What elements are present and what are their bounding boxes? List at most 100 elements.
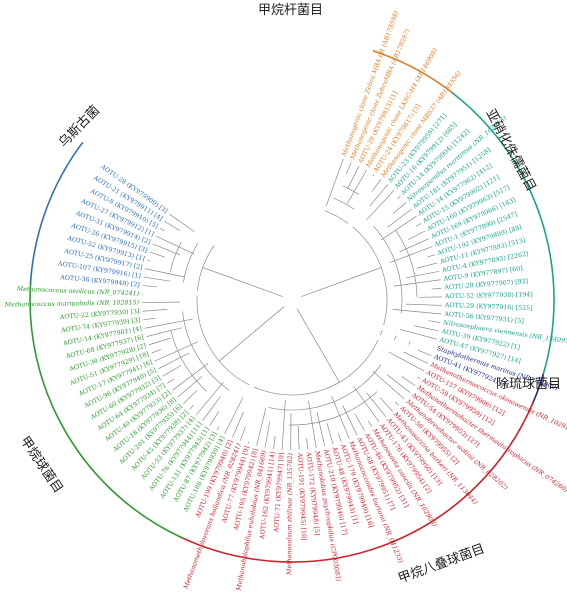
tree-branch (408, 341, 411, 345)
tree-branch (197, 245, 215, 291)
leaf-labels: Methanogenic clone Zebra MBA 6R (AB17859… (4, 10, 567, 593)
tree-branch (202, 267, 283, 297)
tree-branch (146, 327, 182, 337)
tree-branch (347, 165, 360, 190)
tree-branch (219, 306, 285, 362)
tree-branch (367, 420, 373, 428)
tree-branch (365, 189, 395, 221)
tree-branch (159, 228, 165, 232)
tree-branch (342, 405, 358, 436)
tree-branch (386, 374, 411, 393)
tree-branch (172, 363, 209, 391)
clade-label-methanococcales: 甲烷球菌目 (17, 434, 66, 496)
tree-branch (142, 309, 168, 312)
tree-branch (168, 213, 195, 233)
leaf-label: AOTU-191 (KY979945) [10] (296, 452, 307, 541)
tree-branch (158, 352, 190, 369)
tree-branch (144, 318, 193, 329)
tree-branch (346, 169, 367, 204)
leaf-label: AOTU-29 (KY977916) [525] (444, 302, 533, 312)
tree-branch (324, 210, 349, 224)
tree-branch (142, 301, 181, 304)
tree-branch (273, 435, 276, 449)
tree-branch (333, 197, 355, 210)
clade-label-thermococcales: 除琉球菌目 (496, 377, 561, 392)
leaf-label: Methanococcus aeolicus (NR_074241) (16, 286, 140, 298)
tree-branch (397, 195, 401, 200)
clade-arc-woesearchaeota (29, 141, 84, 284)
tree-branch (373, 225, 403, 314)
tree-branch (143, 276, 171, 282)
tree-branch (248, 441, 250, 444)
tree-branch (388, 351, 425, 372)
tree-branch (394, 279, 441, 287)
tree-branch (183, 390, 198, 404)
tree-branch (216, 426, 220, 431)
clade-label-methanosarcinales: 甲烷八叠球菌目 (396, 542, 487, 587)
tree-branch (387, 208, 412, 228)
tree-branch (418, 350, 432, 356)
tree-branch (369, 184, 388, 207)
tree-branch (401, 376, 416, 386)
tree-branch (224, 397, 244, 435)
tree-branch (366, 392, 387, 418)
tree-branch (170, 330, 207, 392)
tree-branch (428, 320, 441, 323)
tree-branch (353, 386, 380, 423)
tree-branch (403, 351, 429, 364)
tree-branch (337, 433, 342, 442)
tree-branch (416, 262, 438, 269)
tree-branch (231, 411, 244, 438)
tree-branch (264, 421, 271, 448)
tree-branch (183, 242, 199, 283)
tree-branch (182, 311, 230, 391)
tree-branch (394, 335, 397, 341)
tree-branch (380, 215, 417, 241)
tree-branch (395, 229, 418, 298)
tree-branch (297, 425, 300, 450)
tree-branch (202, 396, 221, 421)
tree-branch (162, 365, 182, 377)
clade-arc-methanococcales (29, 280, 183, 539)
tree-branch (169, 241, 182, 273)
tree-branch (151, 349, 162, 354)
tree-branch (380, 397, 393, 412)
tree-branch (392, 309, 442, 315)
tree-branch (281, 399, 286, 450)
clade-label-woesearchaeota: 乌斯古菌 (55, 102, 103, 151)
tree-branch (239, 426, 246, 441)
tree-branch (164, 220, 180, 231)
tree-branch (372, 174, 375, 177)
tree-branch (316, 412, 326, 447)
tree-branch (306, 438, 309, 450)
tree-branch (152, 243, 180, 256)
tree-branch (417, 376, 421, 379)
tree-branches (142, 158, 442, 450)
tree-branch (400, 328, 437, 340)
leaf-label: Methanosalsum zhilinae (NR_135782) (286, 452, 294, 576)
tree-branch (408, 230, 426, 240)
tree-branch (301, 267, 382, 297)
clade-arcs (29, 50, 555, 563)
tree-branch (371, 179, 382, 192)
tree-branch (209, 411, 220, 426)
tree-branch (142, 285, 157, 288)
tree-branch (145, 268, 185, 278)
clade-arc-thaumarchaeota (451, 91, 555, 378)
tree-branch (354, 413, 365, 432)
tree-branch (177, 376, 203, 398)
tree-branch (331, 396, 350, 439)
clade-label-methanobacteria: 甲烷杆菌目 (258, 3, 323, 18)
tree-branch (256, 407, 267, 446)
clade-arc-methanobacteria (372, 50, 456, 96)
tree-branch (195, 381, 224, 416)
leaf-label: Methanococcus maripaludis (NR_102815) (4, 299, 140, 308)
tree-branch (143, 317, 156, 321)
tree-branch (427, 254, 436, 258)
tree-branch (154, 341, 199, 362)
tree-branch (372, 371, 405, 400)
tree-branch (325, 158, 344, 207)
tree-branch (399, 238, 430, 253)
tree-branch (289, 391, 378, 426)
